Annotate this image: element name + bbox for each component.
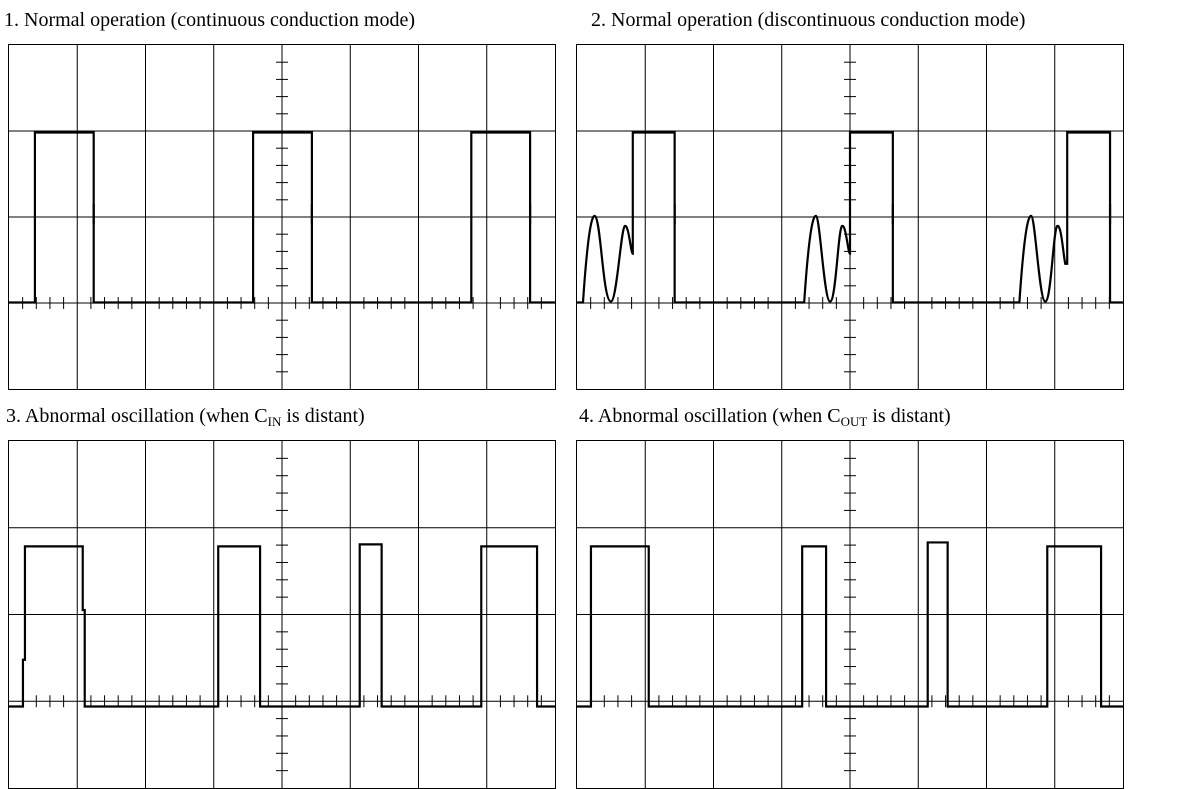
- panel-1-title: 1. Normal operation (continuous conducti…: [4, 9, 416, 31]
- scope-plot-2: [577, 45, 1123, 389]
- trace-glitch: [673, 204, 1112, 224]
- waveform-trace: [577, 541, 1123, 708]
- scope-panel-2: [576, 44, 1124, 390]
- panel-3-title-prefix: 3. Abnormal oscillation (when C: [6, 405, 268, 427]
- panel-4-title-subscript: OUT: [840, 414, 868, 429]
- panel-4-title-prefix: 4. Abnormal oscillation (when C: [579, 405, 841, 427]
- scope-plot-1: [9, 45, 555, 389]
- scope-plot-3: [9, 441, 555, 788]
- waveform-trace: [577, 131, 1123, 304]
- panel-4-title-suffix: is distant): [867, 405, 951, 427]
- waveform-trace: [9, 131, 555, 304]
- panel-4-title: 4. Abnormal oscillation (when COUT is di…: [579, 404, 951, 430]
- panel-3-title-subscript: IN: [267, 414, 282, 429]
- grid-lines: [9, 441, 555, 788]
- panel-3-title-suffix: is distant): [281, 405, 365, 427]
- panel-3-title: 3. Abnormal oscillation (when CIN is dis…: [6, 404, 365, 430]
- scope-panel-1: [8, 44, 556, 390]
- scope-plot-4: [577, 441, 1123, 788]
- grid-lines: [9, 45, 555, 389]
- waveform-trace: [9, 543, 555, 708]
- trace-glitch: [92, 204, 532, 224]
- scope-panel-4: [576, 440, 1124, 789]
- panel-2-title: 2. Normal operation (discontinuous condu…: [591, 9, 1026, 31]
- scope-panel-3: [8, 440, 556, 789]
- grid-lines: [577, 441, 1123, 788]
